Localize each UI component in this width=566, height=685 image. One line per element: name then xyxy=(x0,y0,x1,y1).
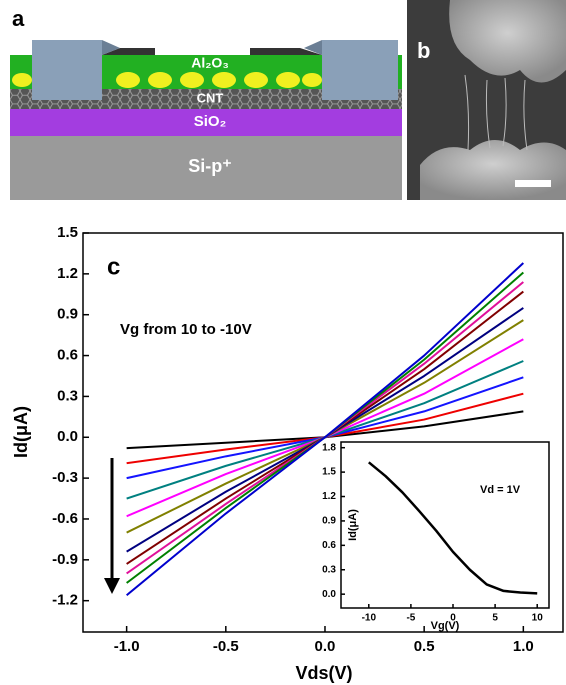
panel-label: c xyxy=(107,253,120,280)
y-tick-label: -0.6 xyxy=(52,510,78,527)
x-tick-label: 10 xyxy=(532,613,544,624)
panel-label: a xyxy=(12,6,25,31)
y-tick-label: 0.0 xyxy=(57,428,78,445)
y-tick-label: 0.6 xyxy=(322,540,336,551)
x-tick-label: 5 xyxy=(492,613,498,624)
x-tick-label: 1.0 xyxy=(513,638,534,655)
x-tick-label: 0 xyxy=(450,613,456,624)
inset-background xyxy=(341,442,549,608)
arrow-head xyxy=(104,578,120,594)
y-tick-label: 1.5 xyxy=(322,467,336,478)
inset-title: Vd = 1V xyxy=(480,484,521,496)
y-tick-label: 0.0 xyxy=(322,589,336,600)
y-tick-label: 1.5 xyxy=(57,224,78,241)
y-tick-label: 0.9 xyxy=(57,306,78,323)
panel-label: b xyxy=(417,38,430,63)
y-axis-label: Id(μA) xyxy=(11,406,31,458)
layer-label: CNT xyxy=(197,90,224,105)
data-line xyxy=(367,461,538,595)
axes-frame xyxy=(82,232,564,633)
y-tick-label: 0.6 xyxy=(57,347,78,364)
x-tick-label: -0.5 xyxy=(213,638,239,655)
x-axis-label: Vg(V) xyxy=(431,620,460,632)
y-tick-label: 0.3 xyxy=(57,387,78,404)
x-tick-label: 0.0 xyxy=(315,638,336,655)
y-tick-label: -1.2 xyxy=(52,592,78,609)
y-tick-label: -0.3 xyxy=(52,469,78,486)
y-tick-label: 1.2 xyxy=(322,491,336,502)
layer-label: Si-p⁺ xyxy=(188,156,232,176)
sem-image: b xyxy=(407,0,566,200)
x-tick-label: 0.5 xyxy=(414,638,435,655)
layer-label: Al₂O₃ xyxy=(191,55,229,71)
axes-frame xyxy=(340,441,550,609)
y-tick-label: 1.2 xyxy=(57,265,78,282)
x-tick-label: -10 xyxy=(362,613,377,624)
y-tick-label: 0.9 xyxy=(322,516,336,527)
annotation: Vg from 10 to -10V xyxy=(120,321,252,338)
schematic: Al₂O₃ CNT SiO₂ Si-p⁺ a xyxy=(10,6,402,200)
y-tick-label: 0.3 xyxy=(322,564,336,575)
layer-label: SiO₂ xyxy=(194,113,227,130)
x-tick-label: -5 xyxy=(406,613,415,624)
y-tick-label: 1.8 xyxy=(322,442,336,453)
x-axis-label: Vds(V) xyxy=(295,663,352,683)
y-tick-label: -0.9 xyxy=(52,551,78,568)
data-line xyxy=(126,262,525,597)
x-tick-label: -1.0 xyxy=(114,638,140,655)
y-axis-label: Id(μA) xyxy=(347,509,359,541)
